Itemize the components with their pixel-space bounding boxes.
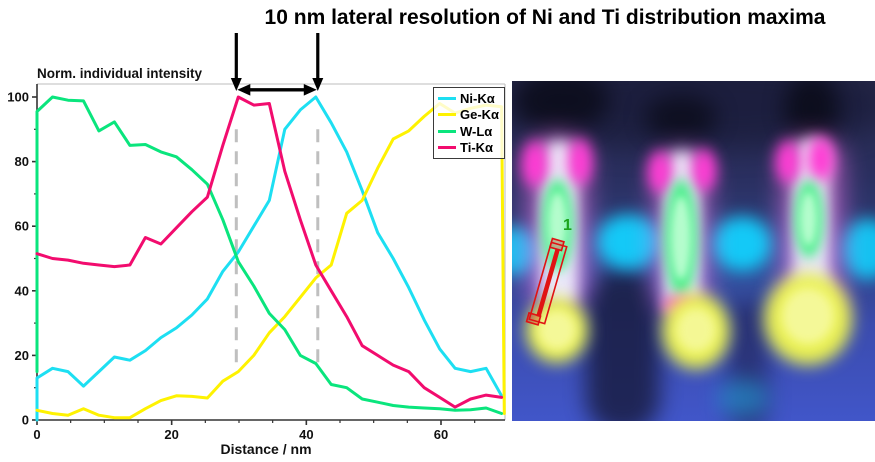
svg-text:100: 100 [7, 90, 29, 105]
ti-line-swatch [438, 146, 456, 150]
svg-text:60: 60 [15, 219, 29, 234]
svg-text:80: 80 [15, 154, 29, 169]
roi-number-label: 1 [563, 217, 572, 234]
ge-line-swatch [438, 113, 456, 117]
svg-text:60: 60 [434, 427, 448, 442]
figure-title: 10 nm lateral resolution of Ni and Ti di… [264, 6, 826, 29]
legend-item-ge: Ge-Kα [438, 107, 504, 123]
svg-text:40: 40 [15, 283, 29, 298]
edx-elemental-map: 1 [512, 81, 875, 421]
svg-text:0: 0 [33, 427, 40, 442]
edx-cyan-blob-bottom [717, 379, 769, 417]
edx-dark-patch-3 [784, 81, 839, 143]
legend-item-ti: Ti-Kα [438, 140, 504, 156]
legend-label-ni: Ni-Kα [460, 90, 495, 106]
legend-label-w: W-Lα [460, 123, 493, 139]
edx-bottom-shadow-2 [728, 301, 768, 421]
edx-cyan-blob-2 [712, 217, 772, 271]
edx-yellow-light-1 [538, 310, 576, 350]
edx-yellow-light-3 [782, 288, 834, 344]
edx-pink-lobe-2l [648, 151, 672, 193]
edx-cyan-blob-1 [596, 215, 662, 269]
svg-text:0: 0 [22, 413, 29, 428]
roi-annotation [525, 237, 568, 326]
edx-dark-patch-2 [645, 95, 717, 140]
legend-label-ti: Ti-Kα [460, 140, 494, 156]
chart-legend: Ni-Kα Ge-Kα W-Lα Ti-Kα [433, 87, 505, 159]
edx-pink-lobe-3l [776, 141, 800, 183]
edx-pink-lobe-2r [692, 149, 716, 191]
edx-yellow-light-2 [676, 308, 716, 352]
ni-line-swatch [438, 96, 456, 100]
legend-item-ni: Ni-Kα [438, 90, 504, 106]
svg-text:Distance / nm: Distance / nm [220, 441, 311, 457]
svg-text:20: 20 [15, 348, 29, 363]
edx-pink-lobe-1r [568, 139, 592, 185]
legend-label-ge: Ge-Kα [460, 107, 500, 123]
w-line-swatch [438, 129, 456, 133]
svg-text:40: 40 [299, 427, 313, 442]
svg-text:20: 20 [164, 427, 178, 442]
legend-item-w: W-Lα [438, 123, 504, 139]
edx-bottom-shadow-1 [586, 269, 660, 421]
svg-text:Norm. individual intensity: Norm. individual intensity [37, 66, 203, 81]
edx-pink-lobe-3r [808, 137, 834, 181]
edx-dark-patch-1 [514, 81, 609, 131]
edx-green-light-3 [800, 192, 817, 246]
edx-green-light-2 [671, 196, 691, 280]
edx-pink-lobe-1l [522, 141, 548, 187]
intensity-line-chart: 0 20 40 60 80 100 0 20 40 60 Norm. individual inte… [7, 33, 506, 457]
